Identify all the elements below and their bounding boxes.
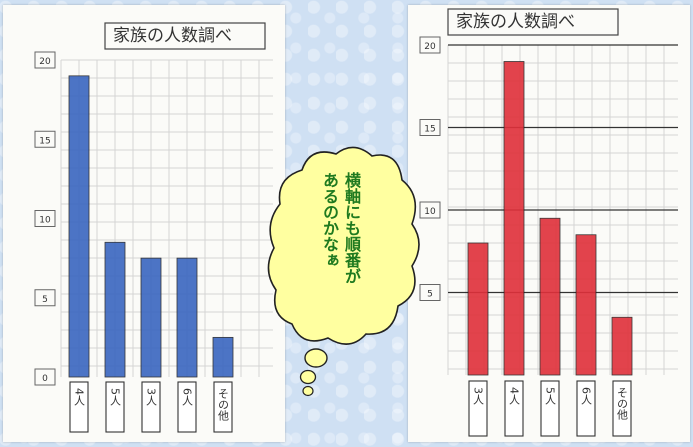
chart-title: 家族の人数調べ (456, 12, 575, 32)
chart-title-box (104, 22, 266, 50)
category-label: 3人 (145, 388, 158, 406)
bar (539, 217, 561, 376)
bar (575, 234, 597, 376)
bar (611, 316, 633, 376)
bar (176, 257, 198, 378)
y-tick-box (419, 36, 441, 54)
bar (503, 61, 525, 376)
category-box (468, 380, 488, 437)
y-tick-box (34, 130, 56, 148)
y-tick-box (34, 210, 56, 227)
y-tick-box (34, 51, 56, 69)
category-label: その他 (217, 388, 230, 421)
y-tick-box (34, 368, 56, 386)
thought-bubble-cloud (267, 146, 420, 345)
y-tick-label: 10 (39, 216, 51, 226)
chart-title-box (447, 8, 619, 36)
right-bar-chart: 家族の人数調べ 20 15 10 5 3人 4人 5人 6人 その他 (419, 8, 678, 437)
y-tick-label: 15 (424, 125, 435, 135)
category-label: 5人 (544, 387, 557, 405)
y-tick-label: 20 (424, 42, 436, 52)
bar (212, 336, 234, 378)
left-bar-chart: 家族の人数調べ 20 15 10 5 0 4人 5人 3人 6人 その他 (34, 22, 273, 433)
category-label: 4人 (508, 387, 521, 405)
category-box (540, 380, 560, 437)
y-tick-box (34, 289, 56, 307)
y-tick-label: 5 (427, 290, 433, 300)
bubble-line-2: あるのかなぁ (320, 172, 339, 268)
category-label: 3人 (472, 387, 485, 405)
category-box (141, 381, 161, 433)
category-label: その他 (616, 387, 629, 420)
bar (68, 75, 90, 378)
y-tick-label: 5 (42, 295, 48, 305)
bar (104, 241, 126, 378)
y-tick-label: 0 (42, 374, 48, 384)
category-box (105, 381, 125, 433)
thought-bubble-dot-small (302, 385, 314, 397)
y-tick-label: 10 (424, 207, 436, 217)
y-tick-label: 20 (39, 57, 51, 67)
category-box (213, 381, 233, 433)
category-label: 4人 (73, 388, 86, 406)
category-box (504, 380, 524, 437)
right-chart-sheet: 家族の人数調べ 20 15 10 5 3人 4人 5人 6人 その他 (408, 5, 690, 442)
category-box (612, 380, 632, 437)
category-box (576, 380, 596, 437)
left-chart-sheet: 家族の人数調べ 20 15 10 5 0 4人 5人 3人 6人 その他 (3, 5, 285, 442)
bubble-text: 横軸にも順番が あるのかなぁ (300, 172, 380, 322)
y-tick-box (419, 284, 441, 301)
thought-bubble (267, 146, 420, 397)
bar (467, 242, 489, 376)
category-label: 6人 (580, 387, 593, 405)
thought-bubble-dot-medium (299, 369, 317, 385)
y-tick-label: 15 (39, 136, 50, 146)
category-box (177, 381, 197, 433)
bubble-line-1: 横軸にも順番が (342, 172, 361, 284)
bar (140, 257, 162, 378)
thought-bubble-dot-large (304, 348, 328, 368)
y-tick-box (419, 119, 441, 136)
chart-grid (60, 59, 273, 377)
category-box (69, 381, 89, 433)
y-tick-box (419, 201, 441, 219)
category-label: 5人 (109, 388, 122, 406)
category-label: 6人 (181, 388, 194, 406)
chart-title: 家族の人数調べ (113, 26, 232, 46)
